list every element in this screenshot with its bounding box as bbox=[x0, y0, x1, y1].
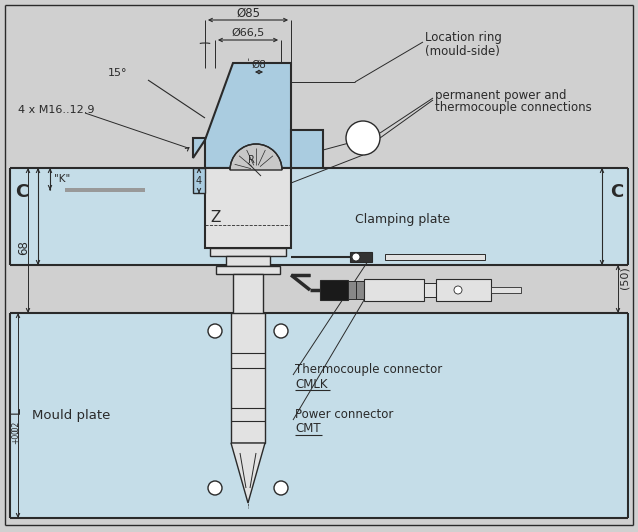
Text: "K": "K" bbox=[54, 174, 70, 184]
Text: R: R bbox=[248, 155, 255, 165]
Text: L: L bbox=[10, 408, 22, 414]
Text: Ø85: Ø85 bbox=[236, 6, 260, 20]
Bar bbox=[10, 168, 630, 265]
Text: Ø8: Ø8 bbox=[251, 60, 267, 70]
Bar bbox=[436, 279, 491, 301]
Bar bbox=[385, 254, 485, 260]
Bar bbox=[320, 280, 348, 300]
Text: 0: 0 bbox=[11, 429, 20, 434]
Circle shape bbox=[274, 324, 288, 338]
Text: 1: 1 bbox=[359, 131, 367, 145]
Text: +0,02: +0,02 bbox=[11, 420, 20, 444]
Polygon shape bbox=[193, 168, 205, 193]
Circle shape bbox=[454, 286, 462, 294]
Circle shape bbox=[208, 481, 222, 495]
Bar bbox=[65, 188, 145, 192]
Bar bbox=[356, 281, 364, 299]
Text: Clamping plate: Clamping plate bbox=[355, 213, 450, 227]
Polygon shape bbox=[193, 63, 291, 168]
Text: (50): (50) bbox=[620, 266, 630, 289]
Text: CMT: CMT bbox=[295, 422, 321, 436]
Circle shape bbox=[346, 121, 380, 155]
Text: permanent power and: permanent power and bbox=[435, 88, 567, 102]
Text: 68: 68 bbox=[17, 240, 31, 255]
Text: CMLK: CMLK bbox=[295, 378, 327, 390]
Text: 4: 4 bbox=[196, 176, 202, 186]
Text: Power connector: Power connector bbox=[295, 409, 394, 421]
Bar bbox=[226, 256, 270, 266]
Text: Location ring: Location ring bbox=[425, 31, 502, 45]
Text: C: C bbox=[15, 183, 29, 201]
Wedge shape bbox=[230, 144, 282, 170]
Bar bbox=[424, 283, 436, 297]
Circle shape bbox=[352, 253, 360, 261]
Text: Ø66,5: Ø66,5 bbox=[232, 28, 265, 38]
Circle shape bbox=[208, 324, 222, 338]
Bar bbox=[233, 274, 263, 315]
Text: thermocouple connections: thermocouple connections bbox=[435, 102, 592, 114]
Text: Z: Z bbox=[210, 211, 220, 226]
Bar bbox=[231, 313, 265, 443]
Text: Thermocouple connector: Thermocouple connector bbox=[295, 363, 442, 377]
Text: (mould-side): (mould-side) bbox=[425, 46, 500, 59]
Text: C: C bbox=[611, 183, 623, 201]
Bar bbox=[350, 252, 372, 262]
Bar bbox=[205, 168, 291, 248]
Bar bbox=[364, 279, 424, 301]
Circle shape bbox=[274, 481, 288, 495]
Bar bbox=[216, 266, 280, 274]
Text: Mould plate: Mould plate bbox=[32, 409, 110, 421]
Bar bbox=[491, 287, 521, 293]
Polygon shape bbox=[231, 443, 265, 503]
Bar bbox=[10, 313, 630, 518]
Bar bbox=[348, 281, 356, 299]
Bar bbox=[210, 248, 286, 256]
Text: 4 x M16..12.9: 4 x M16..12.9 bbox=[18, 105, 94, 115]
Polygon shape bbox=[291, 130, 323, 168]
Text: 15°: 15° bbox=[108, 68, 128, 78]
